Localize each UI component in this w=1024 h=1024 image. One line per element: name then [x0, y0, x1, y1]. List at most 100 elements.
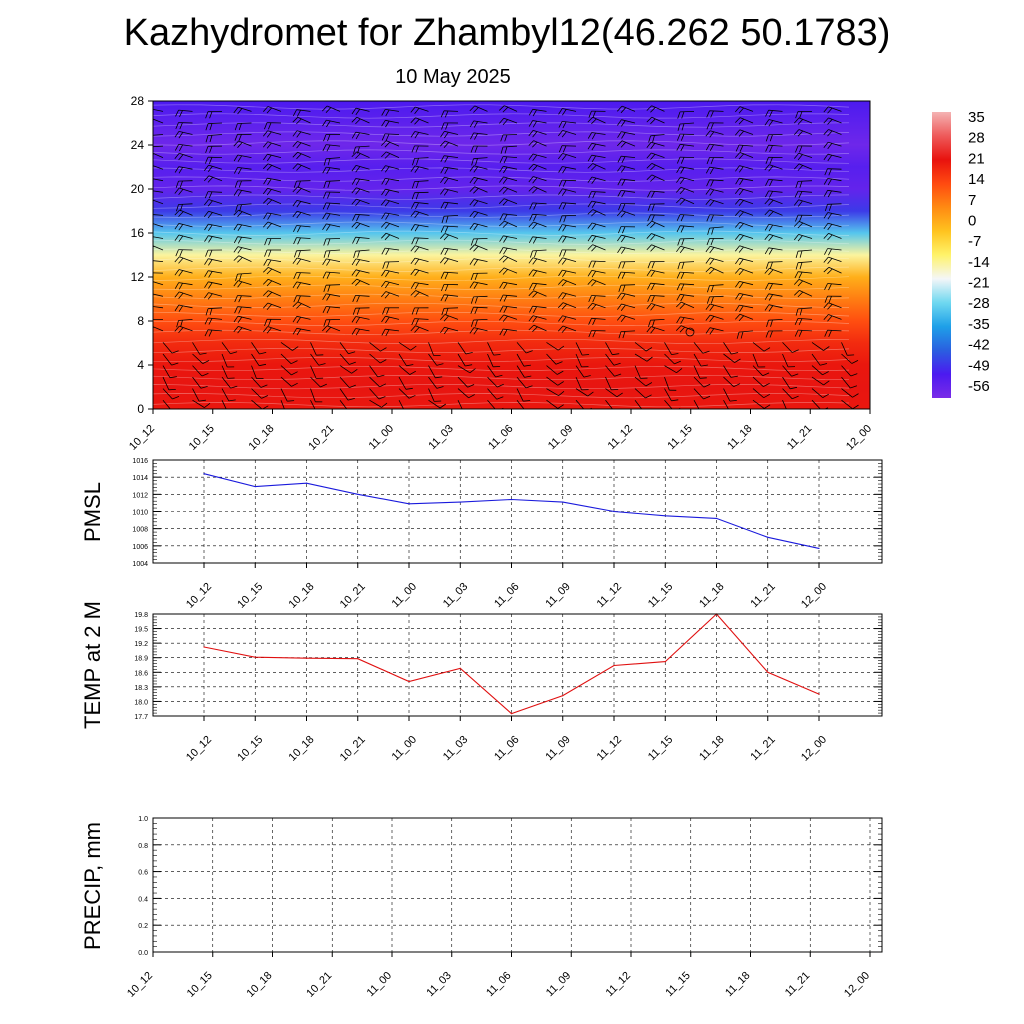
wind-barb [650, 141, 665, 147]
wind-barb [811, 388, 823, 398]
wind-barb-flag [827, 223, 833, 231]
wind-barb-flag [380, 221, 387, 228]
wind-barb-flag [794, 329, 799, 337]
wind-barb [208, 235, 223, 239]
wind-barb [355, 295, 370, 297]
wind-barb-flag [468, 394, 475, 399]
wind-barb-flag [469, 281, 475, 289]
x-tick-label: 10_18 [287, 581, 317, 611]
wind-barb [414, 318, 429, 320]
wind-barb-flag [504, 146, 508, 154]
wind-barb-flag [676, 245, 681, 253]
wind-barb-flag [676, 283, 681, 291]
wind-barb-flag [326, 306, 331, 314]
wind-barb-flag [237, 190, 243, 197]
wind-barb [355, 316, 370, 320]
wind-barb-flag [651, 261, 655, 269]
wind-barb-flag [356, 295, 360, 303]
wind-barb-flag [646, 233, 652, 239]
wind-barb-flag [739, 178, 744, 186]
wind-barb [207, 329, 223, 332]
wind-barb [251, 353, 260, 366]
wind-barb-flag [797, 222, 804, 229]
wind-barb-flag [208, 224, 213, 232]
wind-barb-flag [207, 176, 213, 183]
wind-barb-flag [443, 132, 449, 139]
wind-barb-flag [676, 214, 681, 221]
wind-barb [339, 399, 348, 409]
wind-barb [178, 109, 193, 112]
wind-barb [414, 282, 429, 286]
wind-barb-flag [443, 258, 449, 265]
wind-barb [798, 221, 813, 228]
wind-barb-flag [208, 259, 213, 266]
wind-barb-flag [823, 302, 829, 309]
wind-barb [398, 365, 410, 375]
wind-barb-flag [671, 353, 679, 355]
wind-barb [503, 267, 518, 274]
wind-barb-flag [146, 273, 149, 279]
wind-barb [178, 282, 193, 286]
x-tick-label: 11_09 [546, 423, 576, 453]
isotherm-line [153, 176, 850, 182]
wind-barb-flag [823, 222, 829, 230]
isotherm-line [153, 257, 850, 263]
wind-barb-flag [562, 225, 567, 232]
wind-barb-flag [587, 244, 593, 250]
wind-barb-flag [561, 303, 567, 310]
wind-barb-flag [680, 167, 685, 174]
wind-barb [296, 257, 311, 262]
wind-barb-flag [618, 285, 622, 293]
wind-barb-flag [795, 308, 799, 316]
wind-barb [621, 119, 636, 124]
wind-barb-flag [327, 284, 331, 292]
wind-barb-flag [204, 402, 211, 408]
wind-barb [798, 234, 813, 239]
wind-barb [621, 246, 636, 251]
wind-barb-flag [650, 234, 656, 241]
wind-barb-flag [792, 349, 799, 353]
wind-barb-flag [622, 226, 626, 234]
wind-barb [326, 223, 341, 228]
wind-barb-flag [178, 235, 184, 242]
wind-barb-flag [351, 151, 357, 158]
wind-barb-flag [266, 199, 273, 206]
wind-barb [739, 304, 754, 309]
wind-barb-flag [592, 111, 596, 118]
wind-barb-flag [738, 258, 744, 266]
wind-barb-flag [558, 257, 563, 264]
wind-barb-flag [558, 179, 563, 187]
wind-barb [339, 388, 349, 401]
wind-barb-flag [528, 257, 534, 264]
wind-barb-flag [263, 106, 269, 112]
wind-barb [620, 271, 636, 274]
wind-barb [769, 198, 783, 205]
wind-barb-flag [735, 177, 740, 185]
wind-barb-flag [650, 270, 656, 277]
wind-barb [280, 353, 292, 364]
wind-barb-flag [237, 247, 243, 254]
wind-barb [739, 293, 754, 297]
wind-barb-flag [765, 262, 769, 269]
wind-barb [208, 164, 223, 170]
wind-barb-flag [202, 360, 210, 364]
wind-barb-flag [823, 117, 829, 124]
wind-barb-flag [503, 295, 508, 302]
wind-barb [827, 329, 842, 332]
wind-barb [221, 342, 231, 354]
wind-barb [828, 233, 842, 239]
wind-barb-flag [587, 132, 593, 139]
wind-barb-flag [234, 180, 238, 188]
wind-barb-flag [770, 319, 773, 327]
wind-barb-flag [174, 223, 180, 230]
x-tick-label: 11_21 [783, 970, 813, 1000]
colorbar-label: 7 [968, 192, 976, 209]
wind-barb-flag [267, 259, 272, 267]
wind-barb [473, 157, 488, 160]
wind-barb [621, 292, 636, 297]
wind-barb-flag [296, 258, 302, 265]
wind-barb-flag [563, 249, 567, 257]
wind-barb [444, 326, 459, 332]
wind-barb [296, 109, 311, 112]
wind-barb [516, 399, 525, 409]
